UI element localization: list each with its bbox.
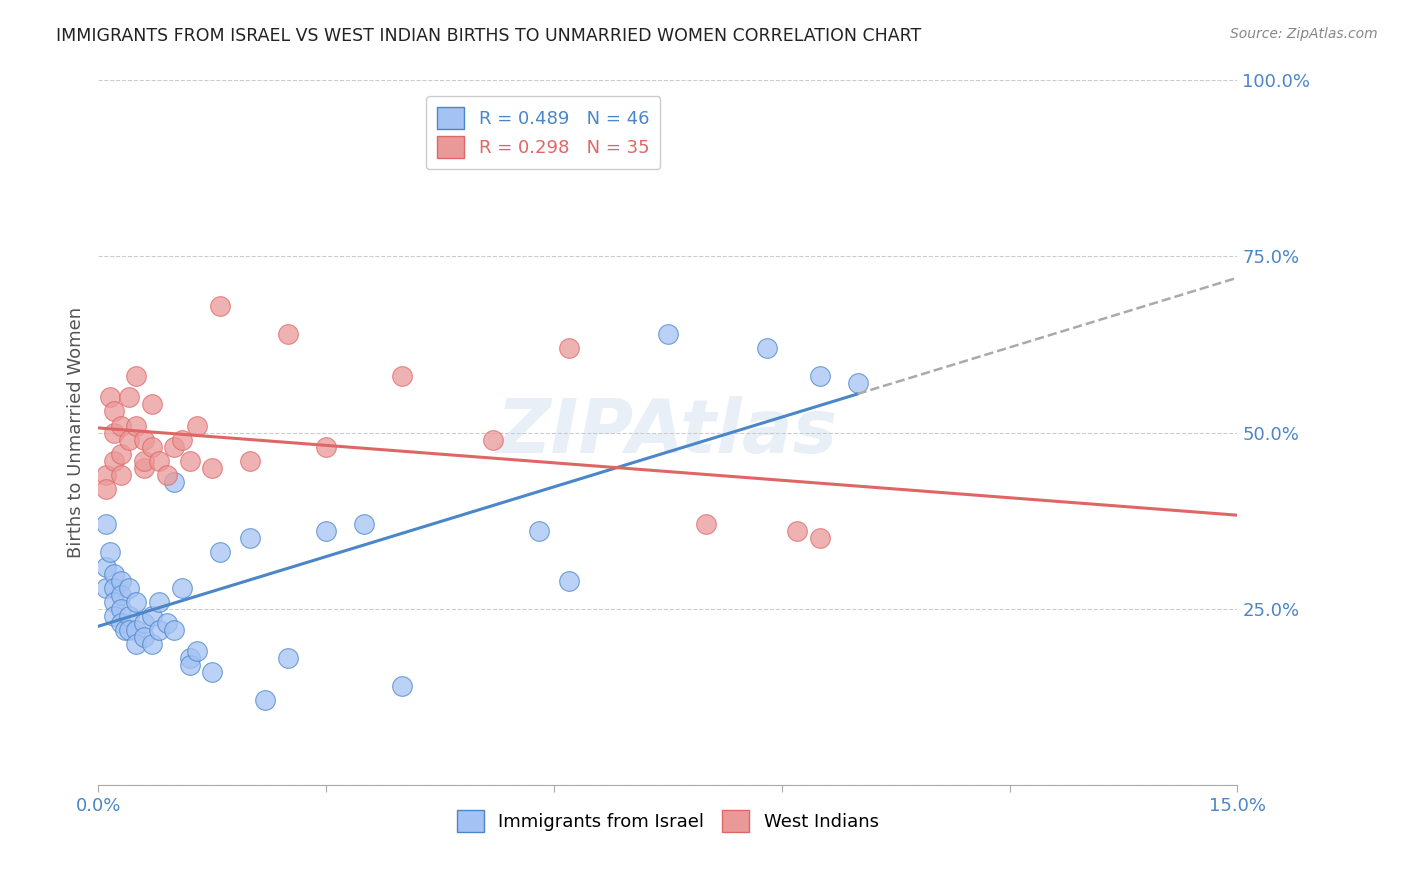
Point: [846, 376, 869, 391]
Point: [170, 433, 193, 447]
Point: [163, 623, 186, 637]
Point: [125, 369, 148, 384]
Point: [148, 454, 170, 468]
Point: [103, 425, 125, 440]
Point: [156, 615, 179, 630]
Point: [808, 369, 831, 384]
Point: [103, 404, 125, 418]
Point: [118, 433, 141, 447]
Point: [110, 447, 132, 461]
Point: [179, 454, 201, 468]
Point: [186, 644, 208, 658]
Point: [110, 615, 132, 630]
Point: [179, 651, 201, 665]
Point: [94, 559, 117, 574]
Point: [657, 326, 679, 341]
Point: [558, 341, 581, 355]
Point: [201, 460, 224, 475]
Point: [808, 532, 831, 546]
Point: [163, 475, 186, 489]
Point: [94, 482, 117, 496]
Point: [527, 524, 550, 539]
Text: IMMIGRANTS FROM ISRAEL VS WEST INDIAN BIRTHS TO UNMARRIED WOMEN CORRELATION CHAR: IMMIGRANTS FROM ISRAEL VS WEST INDIAN BI…: [56, 27, 921, 45]
Point: [94, 581, 117, 595]
Point: [141, 637, 163, 651]
Point: [94, 467, 117, 482]
Point: [163, 440, 186, 454]
Point: [315, 440, 337, 454]
Point: [315, 524, 337, 539]
Point: [118, 581, 141, 595]
Legend: Immigrants from Israel, West Indians: Immigrants from Israel, West Indians: [450, 803, 886, 839]
Text: Source: ZipAtlas.com: Source: ZipAtlas.com: [1230, 27, 1378, 41]
Point: [103, 566, 125, 581]
Point: [103, 454, 125, 468]
Point: [391, 369, 413, 384]
Point: [110, 467, 132, 482]
Point: [186, 418, 208, 433]
Text: ZIPAtlas: ZIPAtlas: [498, 396, 838, 469]
Point: [110, 601, 132, 615]
Point: [125, 418, 148, 433]
Point: [114, 623, 136, 637]
Point: [277, 651, 299, 665]
Point: [118, 623, 141, 637]
Point: [103, 595, 125, 609]
Point: [98, 391, 121, 405]
Point: [125, 637, 148, 651]
Point: [208, 545, 231, 559]
Point: [558, 574, 581, 588]
Point: [482, 433, 505, 447]
Point: [94, 517, 117, 532]
Point: [786, 524, 808, 539]
Point: [201, 665, 224, 680]
Point: [118, 608, 141, 623]
Point: [98, 545, 121, 559]
Point: [103, 608, 125, 623]
Point: [277, 326, 299, 341]
Point: [755, 341, 778, 355]
Point: [132, 433, 155, 447]
Point: [695, 517, 717, 532]
Point: [179, 658, 201, 673]
Point: [239, 454, 262, 468]
Point: [118, 391, 141, 405]
Point: [156, 467, 179, 482]
Point: [110, 574, 132, 588]
Point: [148, 623, 170, 637]
Point: [239, 532, 262, 546]
Point: [132, 460, 155, 475]
Point: [132, 630, 155, 644]
Point: [110, 588, 132, 602]
Point: [141, 397, 163, 411]
Point: [170, 581, 193, 595]
Point: [132, 454, 155, 468]
Point: [254, 693, 277, 707]
Point: [148, 595, 170, 609]
Point: [103, 581, 125, 595]
Point: [141, 608, 163, 623]
Point: [141, 440, 163, 454]
Point: [110, 418, 132, 433]
Point: [391, 679, 413, 693]
Y-axis label: Births to Unmarried Women: Births to Unmarried Women: [66, 307, 84, 558]
Point: [125, 595, 148, 609]
Point: [353, 517, 375, 532]
Point: [208, 299, 231, 313]
Point: [132, 615, 155, 630]
Point: [125, 623, 148, 637]
